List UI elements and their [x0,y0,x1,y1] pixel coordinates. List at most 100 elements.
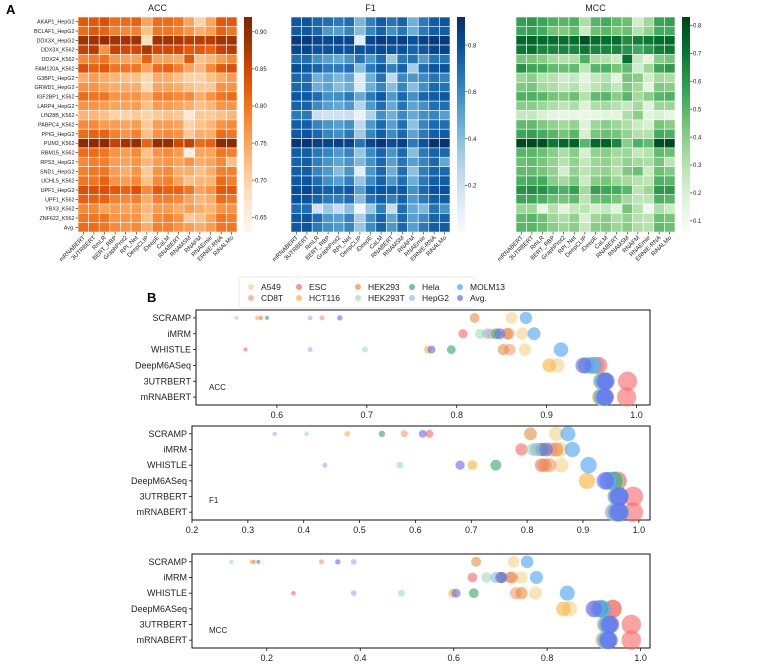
heatmap-cell [333,147,345,158]
heatmap-cell [130,166,142,177]
heatmap-cell [611,110,623,121]
heatmap-cell [579,175,591,186]
data-point [527,327,541,341]
data-point [482,328,493,339]
heatmap-cell [364,100,377,111]
heatmap-cell [653,72,665,83]
heatmap-cell [515,213,527,224]
heatmap-cell [547,147,559,158]
heatmap-cell [536,44,549,55]
data-point [528,586,543,600]
heatmap-cell [215,16,227,27]
x-tick-label: 0.7 [465,525,478,535]
panel-b-letter: B [147,290,156,305]
heatmap-cell [428,72,440,83]
colorbar-segment [682,99,690,104]
heatmap-cell [215,119,227,130]
heatmap-cell [417,213,430,224]
data-point [538,458,552,472]
legend-marker [296,284,302,290]
heatmap-cell [653,203,665,214]
heatmap-cell [600,91,612,102]
heatmap-cell [162,213,174,224]
colorbar-segment [457,74,465,79]
colorbar-segment [244,192,252,197]
metric-label: F1 [209,496,219,505]
colorbar-tick-label: 0.5 [693,107,702,113]
heatmap-cell [611,175,623,186]
legend-label: A549 [261,282,281,292]
heatmap-cell [88,147,100,158]
heatmap-cell [173,138,185,149]
colorbar-segment [244,92,252,97]
dotplot-acc: SCRAMP iMRM WHISTLE DeepM6ASeq 3UTRBERT mRNAB… [135,309,651,420]
heatmap-cell [290,82,302,93]
heatmap-cell [642,119,655,130]
heatmap-cell [600,185,612,195]
heatmap-cell [558,72,570,83]
heatmap-cell [301,72,313,83]
heatmap-cell [515,166,527,177]
heatmap-cell [579,26,591,37]
heatmap-cell [183,54,195,65]
heatmap-cell [120,128,132,139]
heatmap-cell [515,147,527,158]
heatmap-cell [621,91,633,102]
colorbar-segment [457,199,465,204]
legend-marker [409,284,415,290]
heatmap-cell [226,156,238,167]
heatmap-cell [642,91,655,102]
heatmap-cell [558,110,570,121]
heatmap-cell [311,166,324,177]
heatmap-cell [215,82,227,93]
heatmap-cell [98,16,111,27]
heatmap-cell [439,194,451,205]
heatmap-cell [109,16,121,27]
data-point [427,345,436,354]
heatmap-cell [120,156,132,167]
heatmap-cell [77,213,89,224]
heatmap-cell [204,175,217,186]
heatmap-cell [311,213,324,224]
heatmap-cell [215,156,227,167]
heatmap-cell [632,100,644,111]
heatmap-cell [301,203,313,214]
heatmap-cell [204,194,217,205]
heatmap-cell [322,194,334,205]
colorbar-segment [244,174,252,179]
heatmap-cell [407,63,419,74]
heatmap-cell [396,26,408,37]
heatmap-cell [77,166,89,177]
heatmap-cell [77,100,89,111]
heatmap-cell [311,119,324,130]
heatmap-cell [439,82,451,93]
heatmap-cell [333,35,345,46]
method-label: DeepM6ASeq [135,360,191,370]
colorbar-segment [457,77,465,83]
heatmap-cell [428,147,440,158]
heatmap-cell [141,156,153,167]
heatmap-cell [226,63,238,74]
heatmap-cell [439,128,451,139]
colorbar-segment [244,224,252,229]
heatmap-cell [536,82,549,93]
heatmap-cell [632,72,644,83]
heatmap-cell [386,138,398,149]
heatmap-cell [109,91,121,102]
heatmap-cell [88,128,100,139]
colorbar-segment [457,181,465,186]
heatmap-cell [547,138,559,149]
heatmap-cell [632,119,644,130]
data-point [458,329,468,339]
heatmap-cell [343,128,355,139]
heatmap-cell [653,194,665,205]
heatmap-cell [417,185,430,195]
heatmap-cell [141,203,153,214]
heatmap-cell [526,119,538,130]
colorbar-segment [457,85,465,90]
heatmap-cell [386,35,398,46]
heatmap-cell [407,156,419,167]
colorbar-segment [457,128,465,133]
colorbar-segment [682,156,690,161]
colorbar-segment [682,88,690,93]
